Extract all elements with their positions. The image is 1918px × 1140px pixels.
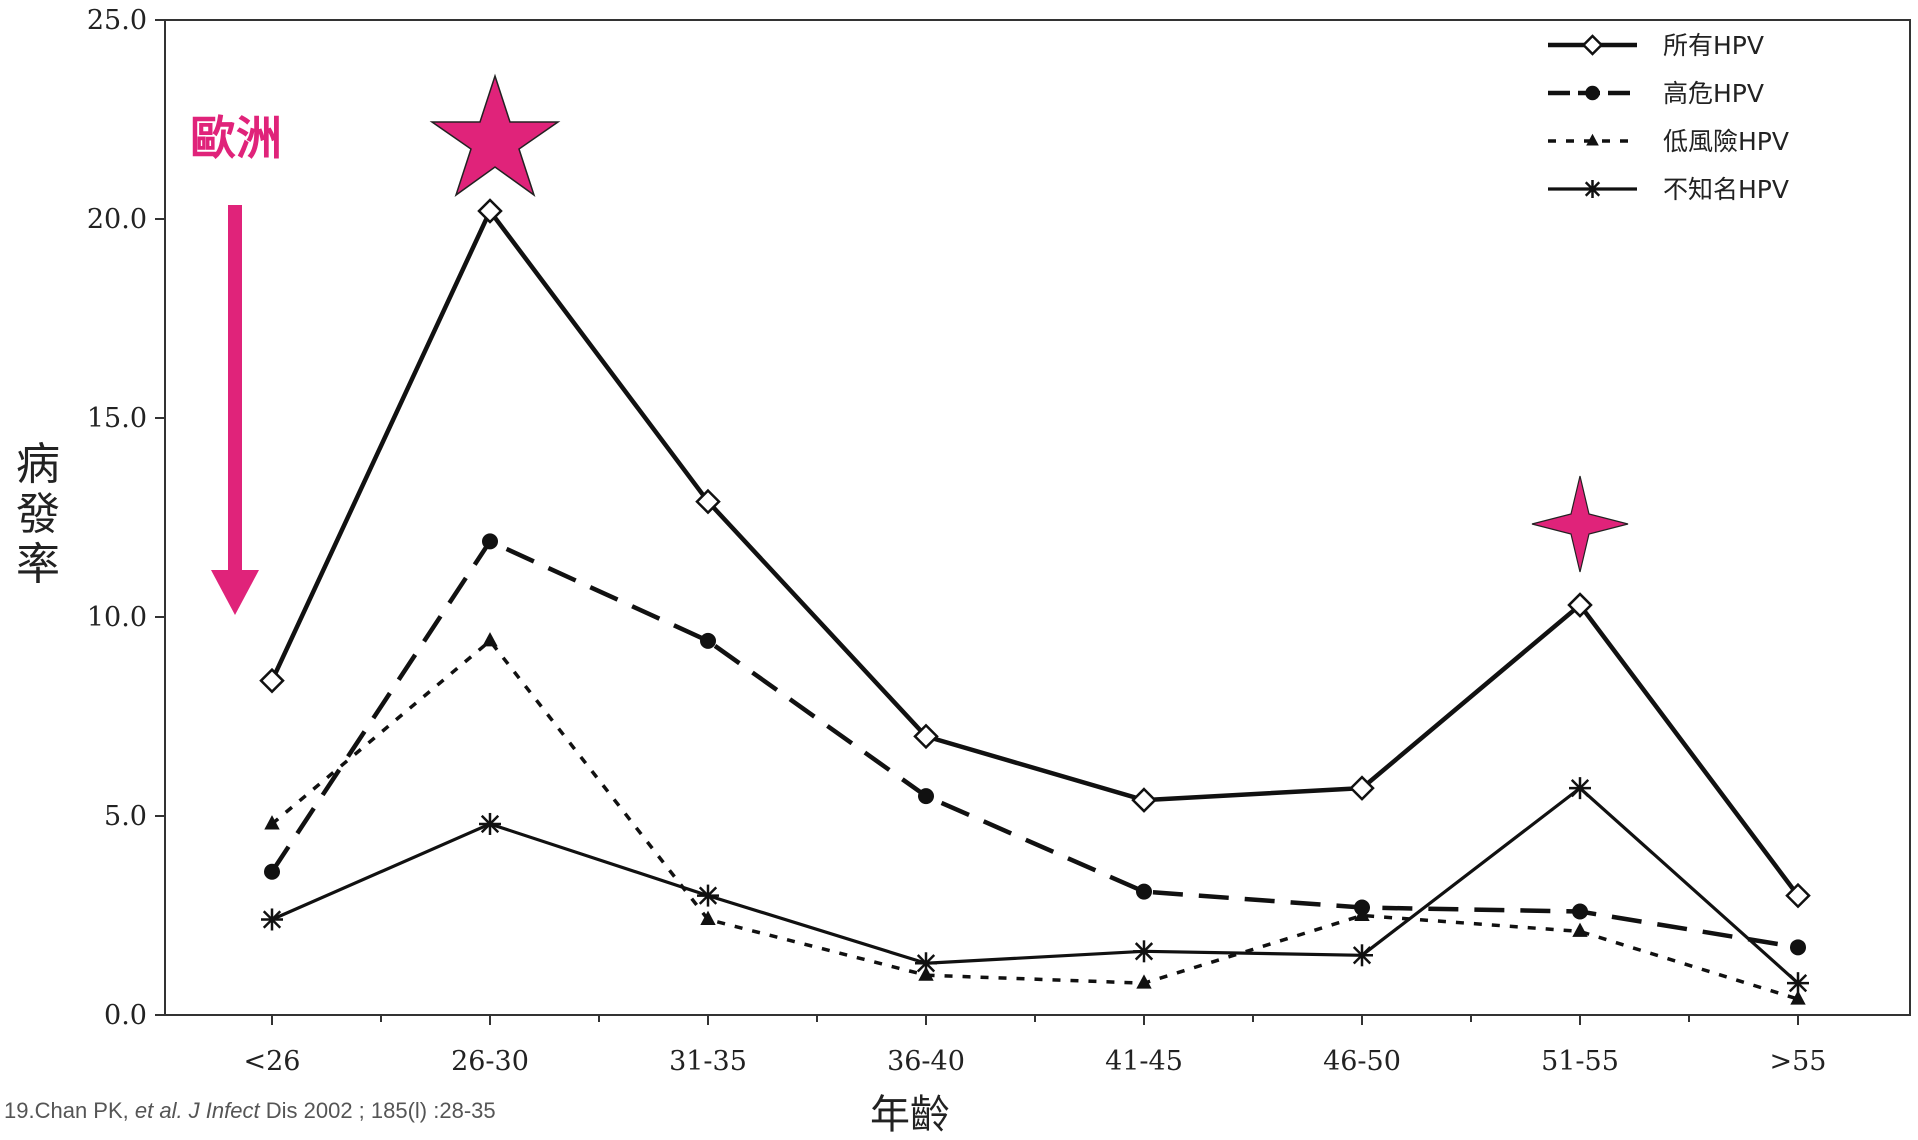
y-tick-label: 15.0 — [87, 403, 147, 434]
series-4 — [261, 777, 1809, 995]
data-point — [1569, 777, 1591, 800]
y-axis-title-char: 發 — [16, 489, 60, 540]
data-point — [1567, 592, 1593, 618]
data-point — [477, 198, 503, 224]
y-axis-title: 病發率 — [8, 440, 68, 590]
x-tick-label: 36-40 — [887, 1046, 965, 1077]
data-point — [700, 910, 716, 925]
x-tick-label: 31-35 — [669, 1046, 747, 1077]
star-icon — [429, 73, 561, 197]
legend-item: 不知名HPV — [1548, 175, 1789, 204]
data-point — [1787, 972, 1809, 995]
data-point — [1351, 944, 1373, 967]
data-point — [264, 863, 280, 880]
data-point — [913, 723, 939, 750]
data-point — [1790, 990, 1806, 1005]
series-line — [269, 208, 1800, 897]
x-tick-label: 46-50 — [1323, 1046, 1401, 1077]
y-tick-label: 0.0 — [104, 1000, 147, 1031]
series-line — [271, 786, 1800, 985]
data-point — [700, 632, 716, 649]
data-point — [1131, 787, 1157, 813]
legend-label: 低風險HPV — [1663, 127, 1789, 156]
data-point — [1790, 939, 1806, 956]
region-label: 歐洲 — [190, 111, 282, 165]
x-tick-label: 41-45 — [1105, 1046, 1183, 1077]
x-tick-label: <26 — [244, 1046, 301, 1077]
legend-item: 低風險HPV — [1548, 127, 1789, 156]
y-axis: 0.0 5.0 10.0 15.0 20.0 25.0 — [87, 5, 165, 1031]
series-2 — [264, 533, 1806, 956]
data-point — [479, 812, 501, 835]
legend-item: 所有HPV — [1548, 31, 1764, 60]
data-point — [1572, 922, 1588, 937]
data-point — [482, 533, 498, 550]
legend-marker — [1583, 180, 1602, 198]
legend-marker — [1581, 34, 1604, 56]
y-tick-label: 20.0 — [87, 204, 147, 235]
data-point — [697, 884, 719, 907]
legend-label: 所有HPV — [1663, 31, 1764, 60]
y-tick-label: 25.0 — [87, 5, 147, 36]
legend-item: 高危HPV — [1548, 79, 1764, 108]
data-point — [695, 488, 721, 515]
data-point — [918, 788, 934, 805]
legend: 所有HPV 高危HPV 低風險HPV 不知名HPV — [1548, 31, 1789, 204]
down-arrow-icon — [211, 570, 259, 615]
data-point — [915, 952, 937, 975]
data-point — [259, 667, 285, 694]
series-line — [270, 539, 1799, 950]
citation: 19.Chan PK, et al. J Infect Dis 2002 ; 1… — [4, 1098, 496, 1123]
x-tick-label: >55 — [1770, 1046, 1827, 1077]
series-layer — [259, 198, 1811, 1005]
annotation-layer — [211, 73, 1629, 615]
data-point — [261, 908, 283, 931]
data-point — [1133, 940, 1155, 963]
series-3 — [264, 632, 1806, 1005]
legend-marker — [1585, 85, 1600, 101]
series-line — [270, 639, 1799, 1001]
y-tick-label: 5.0 — [104, 801, 147, 832]
series-1 — [259, 198, 1811, 909]
data-point — [1572, 903, 1588, 920]
data-point — [1349, 775, 1375, 801]
legend-label: 不知名HPV — [1663, 175, 1789, 204]
legend-label: 高危HPV — [1663, 79, 1764, 108]
y-tick-label: 10.0 — [87, 602, 147, 633]
data-point — [1136, 883, 1152, 900]
legend-marker — [1586, 133, 1599, 146]
data-point — [1785, 882, 1811, 909]
down-arrow-shaft — [228, 205, 242, 575]
x-axis-title: 年齡 — [870, 1092, 950, 1138]
plot-frame — [164, 19, 1911, 1016]
y-axis-title-char: 病 — [16, 439, 60, 490]
x-tick-label: 51-55 — [1541, 1046, 1619, 1077]
data-point — [264, 815, 280, 830]
data-point — [1136, 974, 1152, 989]
x-axis: <26 26-30 31-35 36-40 41-45 46-50 51-55 >55 — [244, 1015, 1827, 1077]
data-point — [1354, 906, 1370, 921]
x-tick-label: 26-30 — [451, 1046, 529, 1077]
sparkle-star-icon — [1531, 475, 1629, 573]
y-axis-title-char: 率 — [16, 539, 60, 590]
data-point — [482, 632, 498, 647]
